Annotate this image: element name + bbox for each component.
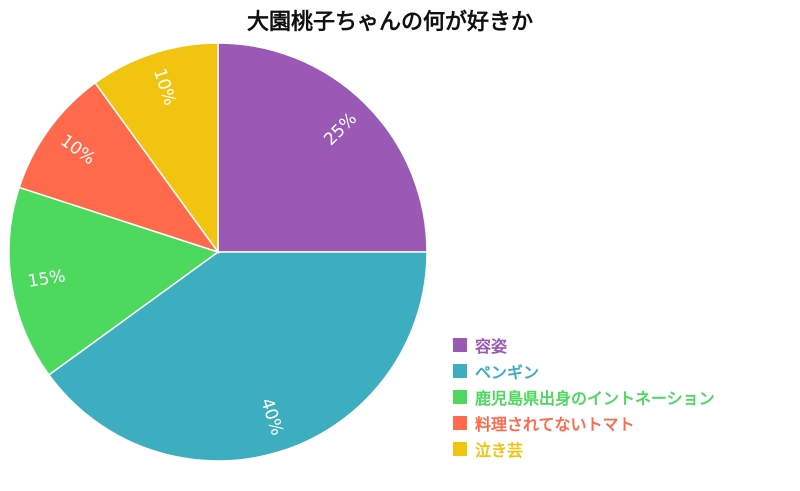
legend-item-3: 鹿児島県出身のイントネーション — [453, 384, 715, 410]
pie-slice-5 — [94, 42, 219, 255]
legend: 容姿ペンギン鹿児島県出身のイントネーション 料理されてないトマト 泣き芸 — [453, 332, 715, 462]
pie-slice-4 — [18, 81, 220, 254]
legend-label: 泣き芸 — [475, 441, 524, 460]
legend-swatch — [453, 338, 467, 352]
pie-slices — [8, 42, 428, 462]
legend-label: 料理されてないトマト — [475, 415, 635, 434]
legend-swatch — [453, 364, 467, 378]
legend-swatch — [453, 442, 467, 456]
legend-swatch — [453, 416, 467, 430]
legend-item-5: 泣き芸 — [453, 436, 715, 462]
legend-swatch — [453, 390, 467, 404]
legend-item-1: 容姿 — [453, 332, 715, 358]
legend-item-4: 料理されてないトマト — [453, 410, 715, 436]
legend-label: ペンギン — [475, 363, 540, 382]
pie-slice-3 — [8, 186, 220, 376]
chart-title: 大園桃子ちゃんの何が好きか — [246, 10, 533, 35]
legend-item-2: ペンギン — [453, 358, 715, 384]
legend-label: 鹿児島県出身のイントネーション — [475, 389, 715, 408]
pie-slice-1 — [217, 42, 428, 253]
pie-slice-2 — [47, 251, 428, 462]
legend-label: 容姿 — [475, 337, 508, 356]
